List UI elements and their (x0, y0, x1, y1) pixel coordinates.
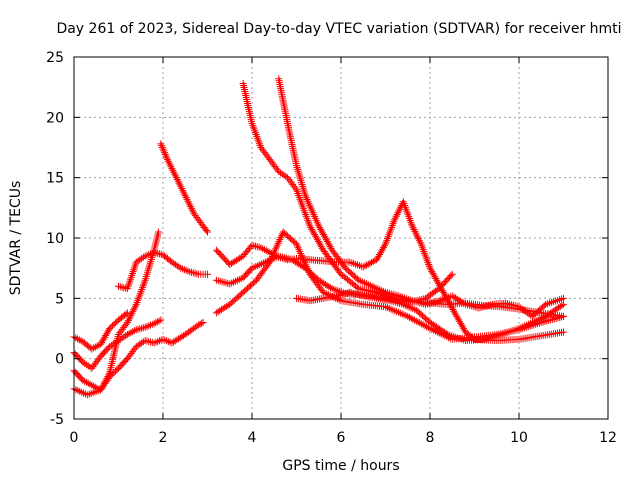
x-tick-label: 4 (248, 430, 257, 446)
series-track-7 (212, 198, 567, 345)
series-track-12 (293, 288, 567, 345)
plot-area (70, 75, 567, 399)
marker-path-track-5 (115, 248, 211, 293)
x-tick-label: 10 (510, 430, 528, 446)
marker-path-track-12 (293, 288, 567, 345)
marker-path-track-6 (157, 140, 211, 236)
x-tick-label: 6 (337, 430, 346, 446)
series-track-9 (212, 228, 567, 343)
series-track-5 (115, 248, 211, 293)
marker-path-track-7 (212, 198, 567, 345)
y-tick-label: 25 (46, 50, 64, 66)
y-axis: -5 0 5 10 15 20 25 (46, 50, 608, 428)
x-axis: 0 2 4 6 8 10 12 (70, 57, 617, 446)
x-tick-label: 12 (599, 430, 617, 446)
series-track-6 (157, 140, 211, 236)
y-tick-label: 10 (46, 231, 64, 247)
x-tick-label: 0 (70, 430, 79, 446)
x-tick-label: 8 (426, 430, 435, 446)
y-tick-label: 5 (55, 291, 64, 307)
y-tick-label: 20 (46, 110, 64, 126)
marker-path-track-11 (275, 75, 567, 320)
y-tick-label: 0 (55, 352, 64, 368)
x-tick-label: 2 (159, 430, 168, 446)
marker-path-track-9 (212, 228, 567, 343)
series-track-11 (275, 75, 567, 320)
chart-title: Day 261 of 2023, Sidereal Day-to-day VTE… (56, 21, 621, 37)
y-axis-label: SDTVAR / TECUs (8, 181, 24, 296)
y-tick-label: -5 (50, 412, 64, 428)
y-tick-label: 15 (46, 171, 64, 187)
x-axis-label: GPS time / hours (282, 458, 399, 474)
